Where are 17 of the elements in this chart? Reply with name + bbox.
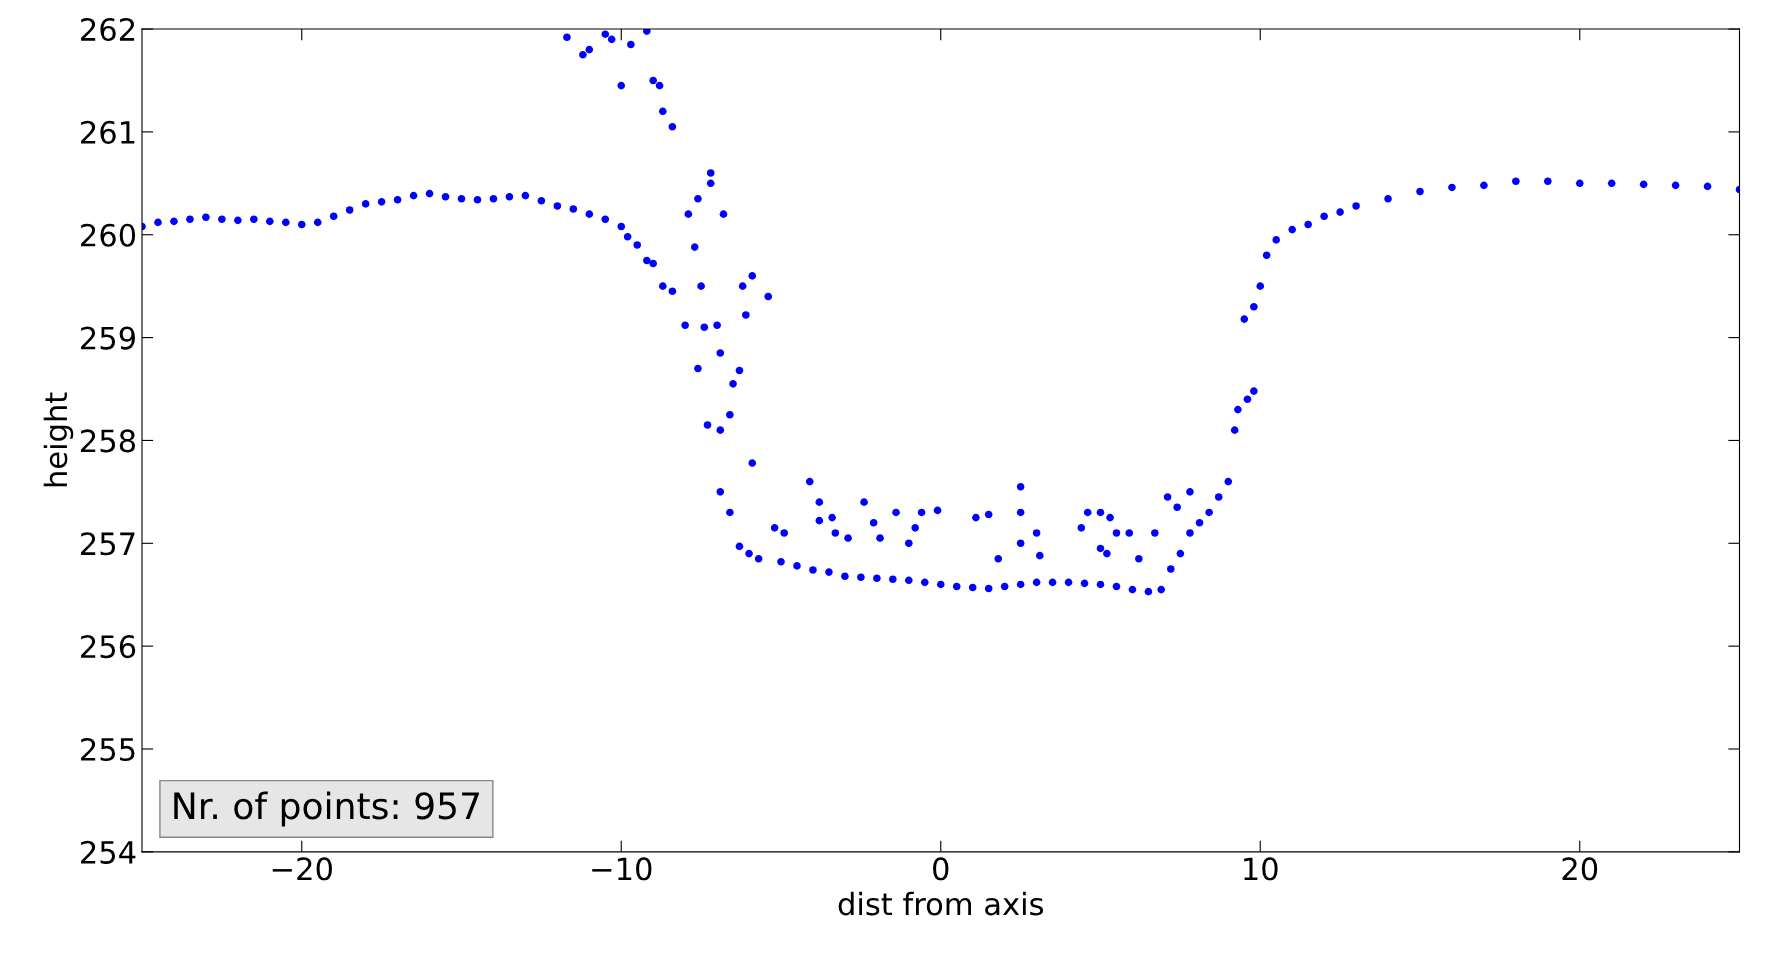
y-tick-label: 259 xyxy=(81,326,135,350)
y-tick-label: 262 xyxy=(81,17,135,42)
y-axis-title: height xyxy=(43,392,74,487)
x-axis-title: dist from axis xyxy=(838,891,1044,916)
x-tick-label: −20 xyxy=(272,857,332,881)
y-tick-label: 255 xyxy=(81,737,135,762)
y-tick-label: 257 xyxy=(81,532,135,556)
x-tick-label: 20 xyxy=(1562,857,1598,881)
y-tick-label: 254 xyxy=(81,840,136,864)
annotation: Nr. of points: 957 xyxy=(174,791,479,827)
x-tick-label: 0 xyxy=(933,857,949,881)
y-tick-label: 261 xyxy=(81,120,135,144)
y-tick-label: 258 xyxy=(81,429,136,453)
x-tick-label: −10 xyxy=(592,857,652,881)
y-tick-label: 260 xyxy=(81,223,136,247)
x-tick-label: 10 xyxy=(1244,857,1278,881)
y-tick-label: 256 xyxy=(81,635,136,659)
